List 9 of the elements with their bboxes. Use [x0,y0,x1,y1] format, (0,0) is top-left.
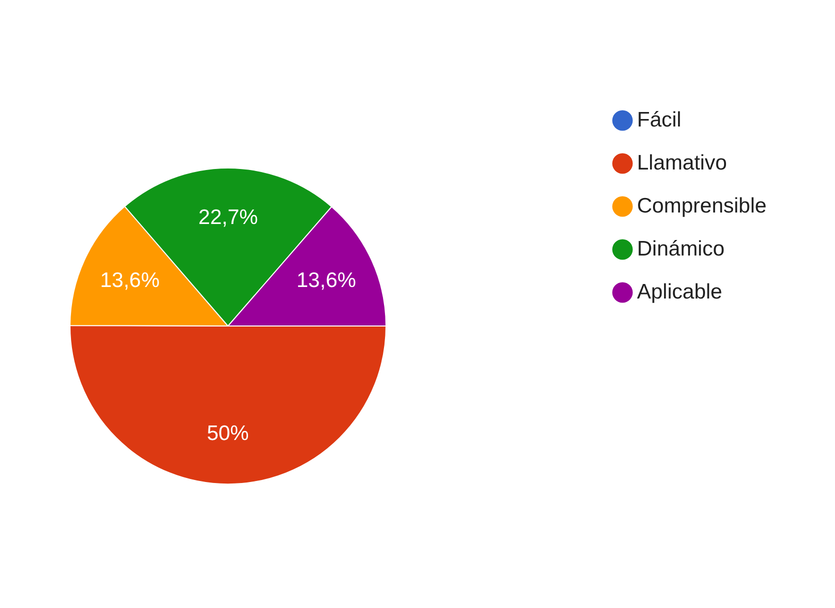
data-label: 13,6% [100,268,160,292]
legend-label: Dinámico [637,238,725,260]
legend-label: Fácil [637,108,682,132]
data-label: 50% [206,422,249,445]
legend-label: Comprensible [637,194,767,218]
data-label: 13,6% [296,269,356,292]
legend-label: Aplicable [637,280,722,304]
legend-label: Llamativo [637,152,727,174]
data-label: 22,7% [198,206,258,229]
